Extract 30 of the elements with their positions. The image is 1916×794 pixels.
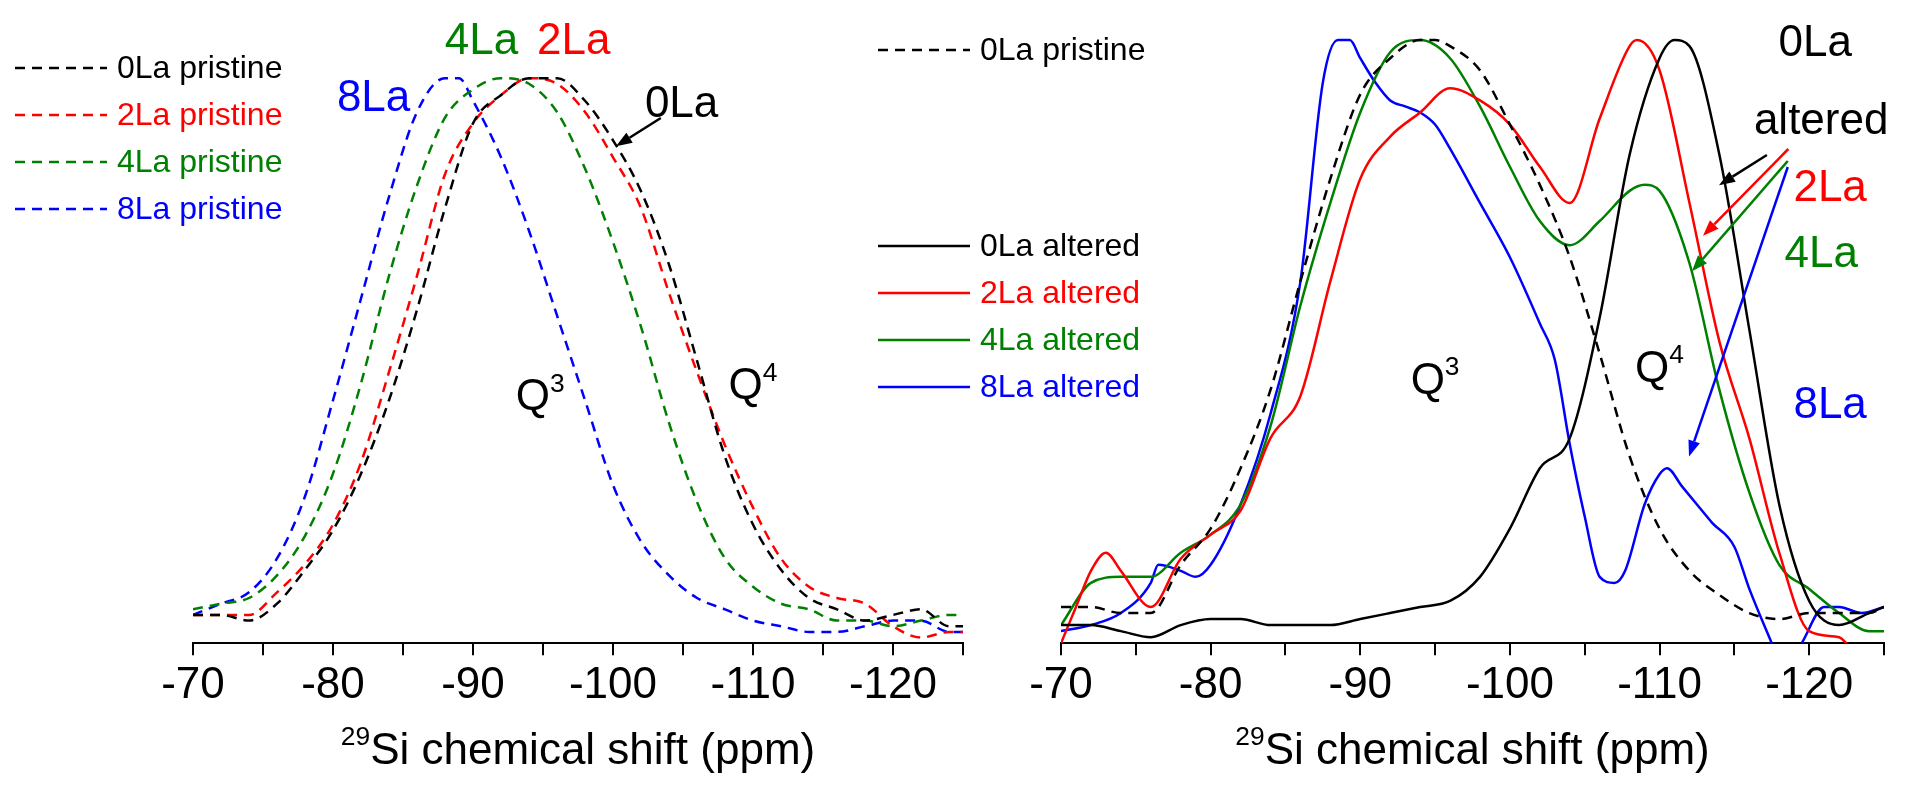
legend-label: 8La pristine [117,189,283,228]
legend-label: 2La altered [980,273,1141,312]
x-tick-label: -100 [568,657,658,707]
x-tick-label: -100 [1465,657,1554,707]
x-tick-label: -120 [848,657,938,707]
annotation: 0La [644,76,719,126]
x-tick-label: -110 [1617,657,1702,707]
x-tick-label: -70 [161,657,225,707]
text: 4La [444,14,519,64]
annotation: 8La [1793,377,1868,427]
legend-label: 0La pristine [980,30,1146,69]
annotation: 8La [336,70,411,120]
text: 2La [537,14,612,64]
legend-label: 0La altered [980,226,1141,265]
x-tick-label: -90 [1328,657,1393,707]
x-tick-label: -110 [710,657,796,707]
x-tick-label: -120 [1765,657,1854,707]
x-tick-label: -80 [1178,657,1243,707]
legend-label: 0La pristine [117,48,283,87]
x-tick-label: -80 [301,657,365,707]
annotation: 0La [1778,15,1853,65]
annotation: 2La [1793,160,1868,210]
legend-label: 2La pristine [117,95,283,134]
legend-label: 4La pristine [117,142,283,181]
x-tick-label: -90 [441,657,505,707]
annotation: 4La [1784,227,1859,277]
x-tick-label: -70 [1029,657,1093,707]
legend-label: 8La altered [980,367,1141,406]
annotation: altered [1753,94,1889,144]
legend-label: 4La altered [980,320,1141,359]
